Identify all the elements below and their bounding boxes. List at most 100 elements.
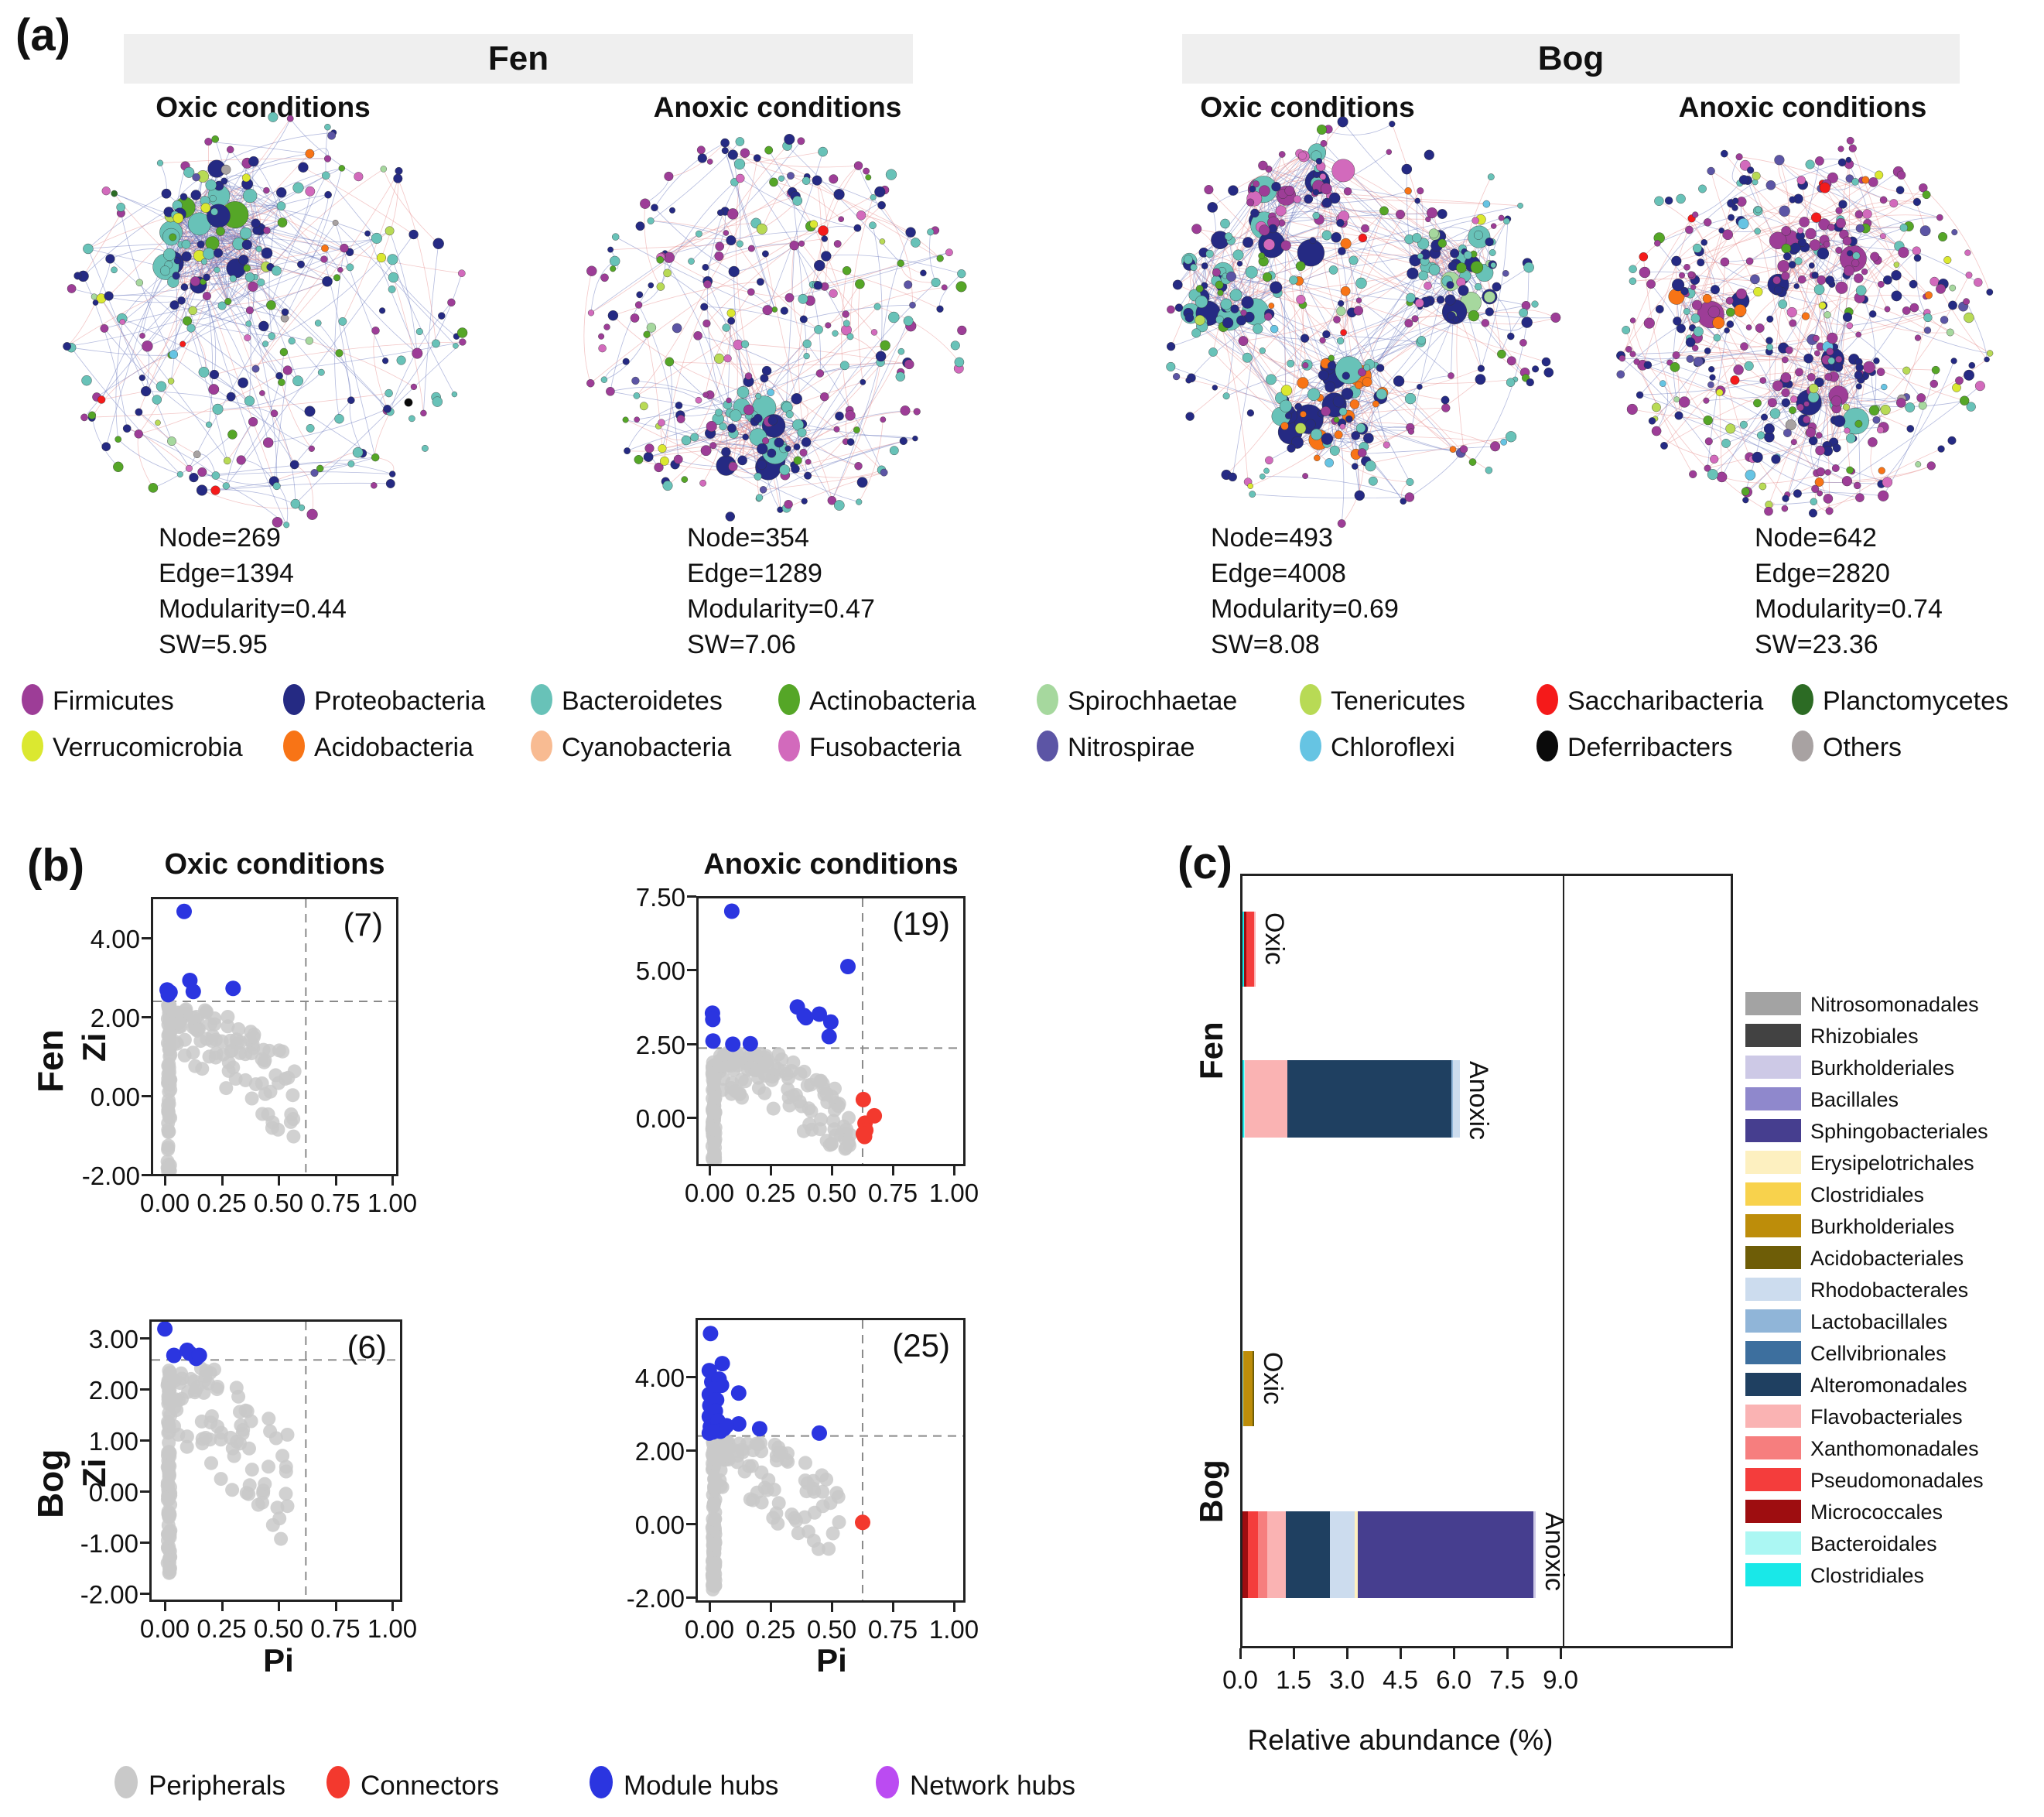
y-tick-label: 7.50 — [635, 882, 685, 912]
hub-legend-swatch — [590, 1766, 613, 1798]
phylum-legend-label: Proteobacteria — [314, 686, 486, 716]
bar-segment-erysipelotrichales — [1355, 1511, 1358, 1598]
network-svg — [583, 133, 967, 522]
phylum-legend-label: Verrucomicrobia — [53, 733, 243, 762]
phylum-legend-label: Bacteroidetes — [562, 686, 723, 716]
y-tick-label: 2.00 — [88, 1376, 138, 1405]
network-stat-line: SW=23.36 — [1755, 630, 1878, 659]
phylum-legend-swatch — [1037, 684, 1058, 715]
phylum-legend-label: Acidobacteria — [314, 733, 474, 762]
y-tick-label: -2.00 — [80, 1580, 138, 1609]
order-legend-label: Xanthomonadales — [1810, 1437, 1979, 1460]
scatter-plot-fen-oxic — [151, 897, 401, 1179]
network-stat-line: Node=354 — [687, 523, 809, 553]
bar-x-axis-label: Relative abundance (%) — [1247, 1724, 1554, 1756]
order-legend-swatch — [1745, 1214, 1801, 1237]
y-tick-mark — [687, 895, 696, 898]
c-x-tick-label: 6.0 — [1436, 1665, 1471, 1694]
phylum-legend-swatch — [22, 731, 43, 761]
network-stats-bog-anoxic: Node=642 Edge=2820 Modularity=0.74 SW=23.36 — [1755, 520, 1943, 662]
network-title-fen-oxic: Oxic conditions — [156, 91, 371, 123]
network-stat-line: Edge=1394 — [159, 559, 294, 588]
panel-b-label: (b) — [27, 840, 85, 891]
y-tick-mark — [140, 1439, 149, 1442]
y-tick-mark — [140, 1337, 149, 1340]
bar-segment-micrococcales — [1242, 1511, 1248, 1598]
network-stat-line: Edge=4008 — [1211, 559, 1346, 588]
peripheral-points — [160, 997, 302, 1179]
hub-legend-label: Module hubs — [624, 1771, 779, 1801]
x-tick-mark — [278, 1176, 280, 1186]
c-x-tick-label: 9.0 — [1543, 1665, 1578, 1694]
network-nodes — [1166, 116, 1561, 528]
scatter-col-title-anoxic: Anoxic conditions — [703, 848, 959, 881]
network-title-bog-anoxic: Anoxic conditions — [1678, 91, 1927, 123]
module-hub-points — [704, 903, 856, 1052]
network-svg — [1166, 116, 1561, 528]
x-tick-label: 1.00 — [928, 1615, 979, 1644]
bar-condition-label: Oxic — [1258, 1352, 1288, 1405]
bar-segment-alteromonadales — [1285, 1511, 1331, 1598]
network-nodes — [586, 133, 967, 522]
group-header-fen: Fen — [124, 34, 913, 84]
y-tick-label: 2.00 — [90, 1004, 140, 1032]
order-legend-swatch — [1745, 1087, 1801, 1110]
bar-segment-flavobacteriales — [1245, 1060, 1288, 1138]
x-tick-label: 0.50 — [253, 1189, 304, 1217]
x-tick-label: 0.25 — [197, 1614, 247, 1643]
phylum-legend-swatch — [22, 684, 43, 715]
phylum-legend-swatch — [531, 731, 552, 761]
order-legend-label: Bacteroidales — [1810, 1532, 1937, 1555]
x-tick-mark — [391, 1602, 394, 1611]
x-tick-label: 1.00 — [928, 1179, 979, 1207]
y-tick-mark — [142, 1174, 151, 1176]
peripheral-points — [160, 1361, 295, 1580]
c-x-tick-mark — [1239, 1648, 1242, 1659]
bar-segment-micrococcales — [1244, 912, 1246, 987]
phylum-legend-label: Tenericutes — [1331, 686, 1465, 716]
c-x-tick-mark — [1453, 1648, 1455, 1659]
y-tick-label: 0.00 — [635, 1104, 685, 1133]
order-legend-label: Acidobacteriales — [1810, 1247, 1964, 1270]
network-stat-line: SW=7.06 — [687, 630, 796, 659]
network-stat-line: Edge=1289 — [687, 559, 822, 588]
order-legend-swatch — [1745, 1373, 1801, 1396]
x-tick-label: 1.00 — [367, 1614, 418, 1643]
order-legend-label: Cellvibrionales — [1810, 1342, 1947, 1365]
network-stat-line: Modularity=0.47 — [687, 594, 875, 624]
order-legend-label: Burkholderiales — [1810, 1215, 1955, 1238]
hub-legend-label: Connectors — [361, 1771, 499, 1801]
phylum-legend-swatch — [1792, 731, 1813, 761]
y-tick-mark — [686, 1596, 696, 1599]
order-legend-label: Clostridiales — [1810, 1564, 1925, 1587]
c-row-label-bog: Bog — [1193, 1459, 1229, 1523]
x-tick-mark — [892, 1166, 894, 1175]
bar-segment-xanthomonadales — [1257, 1511, 1268, 1598]
c-row-label-fen: Fen — [1193, 1021, 1229, 1080]
scatter-col-title-oxic: Oxic conditions — [164, 848, 385, 881]
panel-a-label: (a) — [15, 10, 70, 60]
x-tick-label: 0.00 — [684, 1615, 735, 1644]
bar-segment-flavobacteriales — [1253, 912, 1256, 987]
order-legend-swatch — [1745, 1341, 1801, 1364]
bar-segment-acidobacteriales — [1253, 1351, 1255, 1426]
x-tick-label: 1.00 — [367, 1189, 418, 1217]
bar-segment-clostridiales2 — [1242, 912, 1245, 987]
y-tick-label: 4.00 — [634, 1364, 685, 1392]
bar-segment-rhodobacterales — [1453, 1060, 1460, 1138]
bar-condition-label: Anoxic — [1463, 1061, 1493, 1141]
network-nodes — [63, 111, 468, 529]
y-tick-mark — [686, 1449, 696, 1452]
y-tick-mark — [687, 969, 696, 971]
network-stat-line: Modularity=0.69 — [1211, 594, 1399, 624]
y-tick-mark — [140, 1542, 149, 1544]
network-stat-line: Modularity=0.44 — [159, 594, 347, 624]
x-tick-label: 0.00 — [139, 1614, 190, 1643]
order-legend-swatch — [1745, 1182, 1801, 1206]
panel-c-label: (c) — [1178, 838, 1232, 888]
x-tick-label: 0.25 — [745, 1179, 796, 1207]
network-title-fen-anoxic: Anoxic conditions — [653, 91, 902, 123]
hub-legend-label: Network hubs — [910, 1771, 1075, 1801]
bar-segment-burkholderiales2 — [1242, 1351, 1253, 1426]
y-tick-label: 2.00 — [634, 1437, 685, 1466]
